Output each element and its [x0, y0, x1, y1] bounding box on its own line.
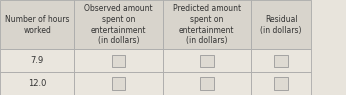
Text: Observed amount
spent on
entertainment
(in dollars): Observed amount spent on entertainment (…	[84, 4, 153, 45]
Bar	[0, 0, 74, 49]
Bar	[251, 49, 311, 72]
Bar	[163, 49, 251, 72]
Bar	[200, 77, 213, 90]
Bar	[274, 77, 288, 90]
Bar	[163, 0, 251, 49]
Bar	[200, 55, 213, 67]
Bar	[274, 55, 288, 67]
Text: Predicted amount
spent on
entertainment
(in dollars): Predicted amount spent on entertainment …	[173, 4, 241, 45]
Bar	[0, 49, 74, 72]
Bar	[74, 49, 163, 72]
Bar	[111, 77, 125, 90]
Text: 7.9: 7.9	[30, 56, 44, 65]
Bar	[74, 0, 163, 49]
Bar	[74, 72, 163, 95]
Bar	[163, 72, 251, 95]
Text: Number of hours
worked: Number of hours worked	[5, 15, 70, 35]
Text: 12.0: 12.0	[28, 79, 46, 88]
Text: Residual
(in dollars): Residual (in dollars)	[261, 15, 302, 35]
Bar	[251, 0, 311, 49]
Bar	[0, 72, 74, 95]
Bar	[251, 72, 311, 95]
Bar	[111, 55, 125, 67]
